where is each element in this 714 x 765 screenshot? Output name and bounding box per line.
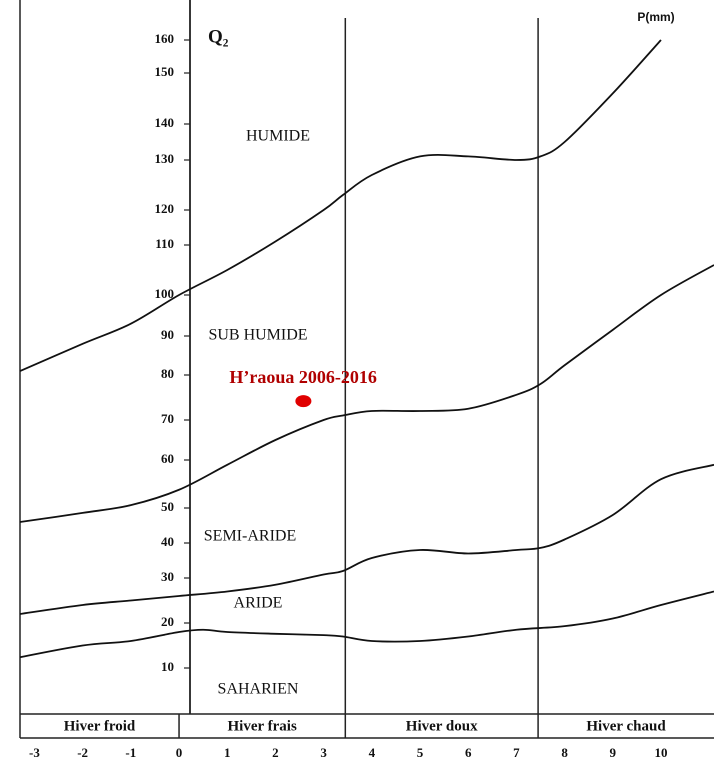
boundary-curve <box>19 590 714 659</box>
x-tick-label: 5 <box>417 745 424 760</box>
zone-label: ARIDE <box>234 595 283 612</box>
y-tick-label: 90 <box>161 327 174 342</box>
x-tick-label: 4 <box>369 745 376 760</box>
y-tick-label: 10 <box>161 659 174 674</box>
y-tick-label: 30 <box>161 569 174 584</box>
y-tick-label: 110 <box>155 236 174 251</box>
y-axis-label: Q₂ <box>208 26 229 47</box>
y-tick-label: 40 <box>161 534 174 549</box>
zone-label: SEMI-ARIDE <box>204 528 296 545</box>
station-label: H’raoua 2006-2016 <box>229 367 377 387</box>
band-label: Hiver frais <box>228 718 297 734</box>
y-tick-label: 150 <box>155 64 175 79</box>
band-label: Hiver froid <box>64 718 136 734</box>
y-tick-label: 80 <box>161 366 174 381</box>
y-tick-label: 70 <box>161 411 174 426</box>
x-tick-label: 6 <box>465 745 472 760</box>
zone-label: SAHARIEN <box>218 681 299 698</box>
x-tick-label: 3 <box>320 745 327 760</box>
x-tick-label: 1 <box>224 745 231 760</box>
x-tick-label: 9 <box>610 745 617 760</box>
x-tick-label: 7 <box>513 745 520 760</box>
band-label: Hiver doux <box>406 718 478 734</box>
boundary-curve <box>19 264 714 523</box>
x-tick-label: -1 <box>125 745 136 760</box>
y-tick-label: 130 <box>155 151 175 166</box>
y-tick-label: 140 <box>155 115 175 130</box>
x-tick-label: -3 <box>29 745 40 760</box>
y-tick-label: 120 <box>155 201 175 216</box>
y-tick-label: 50 <box>161 499 174 514</box>
x-tick-label: 2 <box>272 745 279 760</box>
x-axis-label: P(mm) <box>637 10 674 24</box>
y-tick-label: 60 <box>161 451 174 466</box>
boundary-curve <box>19 463 714 615</box>
zone-label: SUB HUMIDE <box>208 327 307 344</box>
x-tick-label: 8 <box>561 745 568 760</box>
y-tick-label: 160 <box>155 31 175 46</box>
x-tick-label: 0 <box>176 745 183 760</box>
y-tick-label: 20 <box>161 614 174 629</box>
x-tick-label: 10 <box>654 745 667 760</box>
band-label: Hiver chaud <box>586 718 666 734</box>
zone-label: HUMIDE <box>246 128 310 145</box>
boundary-curve <box>19 39 662 372</box>
x-tick-label: -2 <box>77 745 88 760</box>
y-tick-label: 100 <box>155 286 175 301</box>
station-point <box>295 395 312 408</box>
